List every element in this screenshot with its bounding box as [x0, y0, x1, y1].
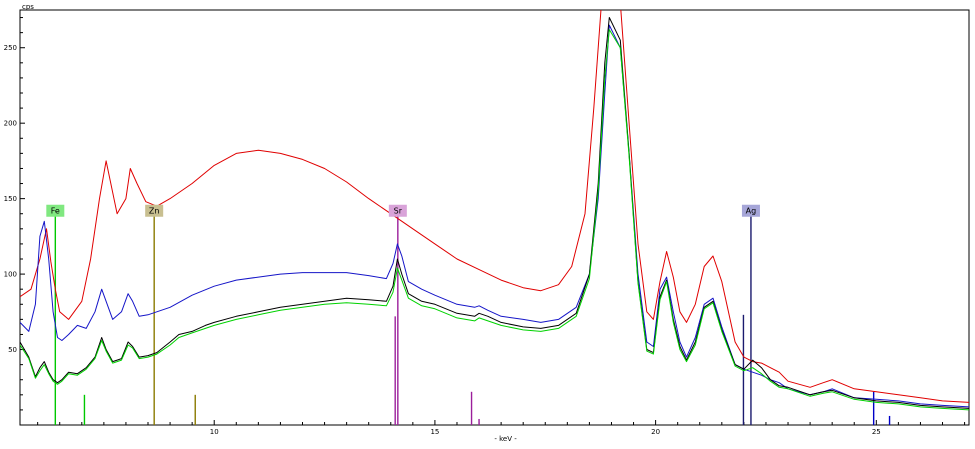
spectrum-series-2 [20, 17, 969, 409]
y-tick-label: 50 [8, 346, 17, 354]
x-axis-label: - keV - [494, 435, 517, 443]
spectrum-series-0 [20, 10, 969, 403]
spectrum-series-1 [20, 24, 969, 408]
element-marker-label: Zn [149, 207, 160, 216]
axes: cps 50 100 150 200 250 10 15 20 25 - keV - [4, 3, 970, 443]
spectrum-series [20, 10, 969, 411]
element-marker-label: Ag [746, 207, 757, 216]
plot-frame [19, 9, 970, 426]
element-marker-label: Sr [394, 207, 403, 216]
x-tick-label: 20 [651, 428, 660, 436]
y-tick-label: 100 [4, 271, 17, 279]
x-tick-label: 10 [210, 428, 219, 436]
element-marker-box [145, 204, 164, 217]
element-marker-box [46, 204, 65, 217]
element-marker-box [741, 204, 760, 217]
x-tick-label: 15 [430, 428, 439, 436]
y-tick-label: 200 [4, 120, 17, 128]
emission-lines [54, 213, 891, 425]
element-marker-label: Fe [51, 207, 60, 216]
y-axis-label: cps [22, 3, 34, 11]
element-marker-box [388, 204, 407, 217]
spectrum-series-3 [20, 29, 969, 411]
element-markers: Fe Zn Sr Ag [46, 204, 760, 217]
y-tick-label: 250 [4, 44, 17, 52]
y-tick-label: 150 [4, 195, 17, 203]
x-tick-label: 25 [872, 428, 881, 436]
